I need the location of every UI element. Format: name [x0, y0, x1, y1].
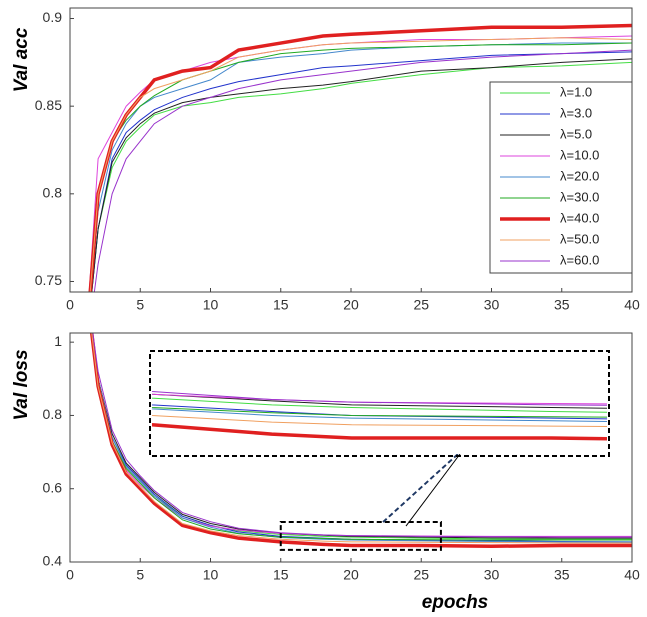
series-line [89, 37, 632, 292]
x-tick-label: 25 [413, 567, 429, 583]
x-tick-label: 40 [624, 297, 640, 313]
x-tick-label: 35 [554, 297, 570, 313]
x-tick-label: 30 [484, 567, 500, 583]
series-line [91, 333, 632, 543]
x-tick-label: 0 [66, 297, 74, 313]
series-line [92, 333, 632, 538]
x-tick-label: 20 [343, 567, 359, 583]
x-tick-label: 0 [66, 567, 74, 583]
legend-label: λ=10.0 [560, 147, 599, 162]
x-tick-label: 20 [343, 297, 359, 313]
connector [405, 453, 461, 527]
series-line [89, 333, 632, 548]
legend-label: λ=20.0 [560, 168, 599, 183]
y-tick-label: 0.6 [43, 479, 63, 495]
x-tick-label: 25 [413, 297, 429, 313]
legend-label: λ=3.0 [560, 105, 592, 120]
series-line [91, 51, 632, 292]
x-tick-label: 30 [484, 297, 500, 313]
series-line [91, 333, 632, 541]
x-axis-label: epochs [422, 592, 489, 613]
x-tick-label: 5 [136, 567, 144, 583]
legend-label: λ=50.0 [560, 231, 599, 246]
legend-label: λ=1.0 [560, 84, 592, 99]
x-tick-label: 10 [203, 297, 219, 313]
series-line [93, 49, 632, 292]
x-tick-label: 10 [203, 567, 219, 583]
x-tick-label: 5 [136, 297, 144, 313]
y-tick-label: 0.9 [43, 9, 63, 25]
legend-label: λ=60.0 [560, 252, 599, 267]
inset-frame [149, 350, 610, 457]
legend-label: λ=40.0 [560, 210, 599, 225]
y-tick-label: 0.85 [35, 97, 62, 113]
series-line [91, 58, 632, 292]
connector [382, 453, 459, 523]
zoom-region [279, 521, 442, 551]
series-line [91, 333, 632, 544]
x-tick-label: 15 [273, 297, 289, 313]
plot-area [88, 23, 632, 292]
y-tick-label: 0.75 [35, 272, 62, 288]
series-line [91, 333, 632, 539]
plot-area [89, 333, 632, 548]
y-tick-label: 0.8 [43, 185, 63, 201]
y-axis-label: Val loss [11, 349, 32, 420]
y-axis-label: Val acc [11, 27, 32, 92]
x-tick-label: 35 [554, 567, 570, 583]
legend-label: λ=30.0 [560, 189, 599, 204]
legend-label: λ=5.0 [560, 126, 592, 141]
y-tick-label: 0.4 [43, 553, 63, 569]
y-tick-label: 1 [54, 333, 62, 349]
x-tick-label: 40 [624, 567, 640, 583]
x-tick-label: 15 [273, 567, 289, 583]
y-tick-label: 0.8 [43, 406, 63, 422]
series-line [91, 61, 632, 292]
